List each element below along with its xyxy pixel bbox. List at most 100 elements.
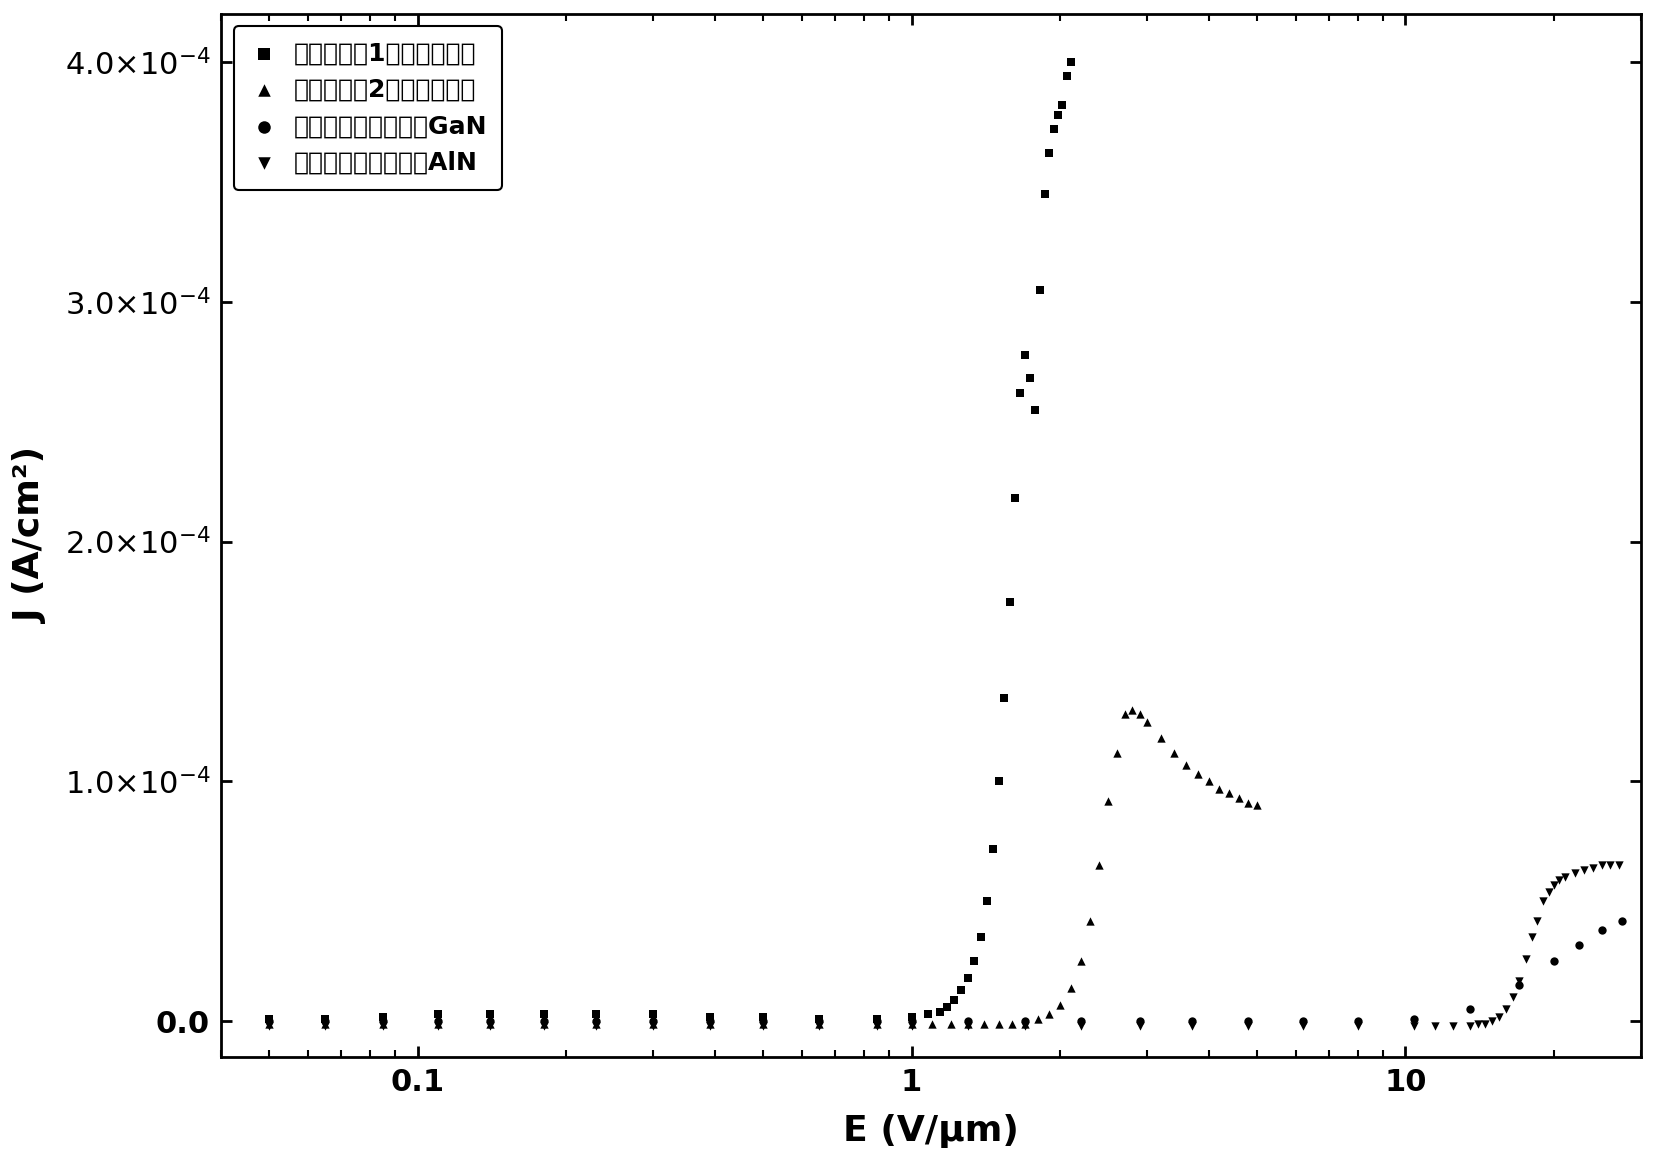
采取实施例2制备的混合相 <box>477 1014 503 1033</box>
未采用本发明制备的AlN <box>1536 882 1562 901</box>
采取实施例2制备的混合相 <box>313 1014 339 1033</box>
采取实施例2制备的混合相 <box>1077 911 1104 930</box>
未采用本发明制备的GaN <box>583 1012 609 1031</box>
未采用本发明制备的AlN <box>899 1017 925 1035</box>
采取实施例2制备的混合相 <box>1195 773 1221 791</box>
采取实施例2制备的混合相 <box>1000 1014 1026 1033</box>
未采用本发明制备的AlN <box>1067 1017 1094 1035</box>
Legend: 采取实施例1制备的混合相, 采取实施例2制备的混合相, 未采用本发明制备的GaN, 未采用本发明制备的AlN: 采取实施例1制备的混合相, 采取实施例2制备的混合相, 未采用本发明制备的GaN… <box>233 27 501 189</box>
未采用本发明制备的AlN <box>1440 1017 1466 1035</box>
未采用本发明制备的AlN <box>697 1017 723 1035</box>
未采用本发明制备的GaN <box>806 1012 832 1031</box>
采取实施例1制备的混合相 <box>583 1005 609 1024</box>
未采用本发明制备的AlN <box>1518 928 1544 947</box>
采取实施例2制备的混合相 <box>970 1014 996 1033</box>
采取实施例1制备的混合相 <box>697 1007 723 1026</box>
未采用本发明制备的GaN <box>864 1012 890 1031</box>
未采用本发明制备的GaN <box>955 1012 981 1031</box>
未采用本发明制备的AlN <box>1127 1017 1154 1035</box>
采取实施例2制备的混合相 <box>1058 978 1084 997</box>
未采用本发明制备的GaN <box>1344 1012 1370 1031</box>
未采用本发明制备的AlN <box>1344 1017 1370 1035</box>
未采用本发明制备的AlN <box>1581 859 1607 877</box>
采取实施例2制备的混合相 <box>1185 765 1211 783</box>
采取实施例2制备的混合相 <box>1149 729 1175 747</box>
未采用本发明制备的AlN <box>1524 911 1551 930</box>
采取实施例2制备的混合相 <box>1206 780 1233 798</box>
采取实施例1制备的混合相 <box>968 928 995 947</box>
未采用本发明制备的AlN <box>750 1017 776 1035</box>
未采用本发明制备的AlN <box>1456 1017 1483 1035</box>
采取实施例2制备的混合相 <box>1067 952 1094 970</box>
采取实施例2制备的混合相 <box>1013 1014 1039 1033</box>
未采用本发明制备的GaN <box>1178 1012 1205 1031</box>
采取实施例2制备的混合相 <box>640 1014 667 1033</box>
采取实施例2制备的混合相 <box>1024 1010 1051 1028</box>
采取实施例1制备的混合相 <box>955 969 981 988</box>
未采用本发明制备的GaN <box>899 1012 925 1031</box>
未采用本发明制备的AlN <box>257 1017 283 1035</box>
采取实施例1制备的混合相 <box>425 1005 452 1024</box>
采取实施例1制备的混合相 <box>948 981 975 999</box>
未采用本发明制备的AlN <box>1551 868 1577 887</box>
采取实施例1制备的混合相 <box>477 1005 503 1024</box>
采取实施例1制备的混合相 <box>531 1005 558 1024</box>
采取实施例2制备的混合相 <box>806 1014 832 1033</box>
采取实施例1制备的混合相 <box>1031 185 1058 203</box>
未采用本发明制备的AlN <box>1235 1017 1261 1035</box>
采取实施例1制备的混合相 <box>1026 280 1053 299</box>
未采用本发明制备的AlN <box>1422 1017 1448 1035</box>
未采用本发明制备的AlN <box>313 1017 339 1035</box>
采取实施例2制备的混合相 <box>1119 701 1145 719</box>
采取实施例1制备的混合相 <box>313 1010 339 1028</box>
未采用本发明制备的AlN <box>1605 856 1632 875</box>
未采用本发明制备的AlN <box>1400 1017 1427 1035</box>
未采用本发明制备的AlN <box>1178 1017 1205 1035</box>
未采用本发明制备的AlN <box>1471 1014 1498 1033</box>
采取实施例1制备的混合相 <box>1013 345 1039 364</box>
采取实施例1制备的混合相 <box>1053 67 1079 86</box>
未采用本发明制备的AlN <box>640 1017 667 1035</box>
采取实施例2制备的混合相 <box>1096 791 1122 810</box>
采取实施例1制备的混合相 <box>991 688 1018 706</box>
采取实施例2制备的混合相 <box>955 1014 981 1033</box>
未采用本发明制备的AlN <box>1571 861 1597 880</box>
采取实施例1制备的混合相 <box>973 892 1000 911</box>
采取实施例2制备的混合相 <box>369 1014 396 1033</box>
采取实施例2制备的混合相 <box>1086 856 1112 875</box>
未采用本发明制备的AlN <box>369 1017 396 1035</box>
采取实施例2制备的混合相 <box>919 1014 945 1033</box>
未采用本发明制备的GaN <box>1013 1012 1039 1031</box>
采取实施例2制备的混合相 <box>1160 744 1187 762</box>
未采用本发明制备的AlN <box>425 1017 452 1035</box>
采取实施例1制备的混合相 <box>750 1007 776 1026</box>
未采用本发明制备的GaN <box>1235 1012 1261 1031</box>
采取实施例1制备的混合相 <box>1006 383 1033 402</box>
采取实施例2制备的混合相 <box>1127 705 1154 724</box>
采取实施例1制备的混合相 <box>1001 489 1028 508</box>
未采用本发明制备的GaN <box>313 1012 339 1031</box>
未采用本发明制备的GaN <box>1506 976 1533 995</box>
采取实施例1制备的混合相 <box>257 1010 283 1028</box>
未采用本发明制备的AlN <box>1486 1007 1513 1026</box>
未采用本发明制备的GaN <box>1289 1012 1316 1031</box>
未采用本发明制备的GaN <box>369 1012 396 1031</box>
采取实施例1制备的混合相 <box>1044 106 1071 124</box>
未采用本发明制备的AlN <box>1561 863 1587 882</box>
采取实施例1制备的混合相 <box>1018 370 1044 388</box>
未采用本发明制备的AlN <box>1465 1014 1491 1033</box>
采取实施例1制备的混合相 <box>806 1010 832 1028</box>
未采用本发明制备的AlN <box>477 1017 503 1035</box>
未采用本发明制备的GaN <box>1541 952 1567 970</box>
未采用本发明制备的AlN <box>806 1017 832 1035</box>
未采用本发明制备的GaN <box>257 1012 283 1031</box>
采取实施例2制备的混合相 <box>1134 712 1160 731</box>
采取实施例1制备的混合相 <box>980 839 1006 858</box>
采取实施例1制备的混合相 <box>962 952 988 970</box>
未采用本发明制备的GaN <box>1400 1010 1427 1028</box>
未采用本发明制备的AlN <box>1546 870 1572 889</box>
采取实施例1制备的混合相 <box>915 1005 942 1024</box>
采取实施例1制备的混合相 <box>927 1003 953 1021</box>
采取实施例1制备的混合相 <box>864 1010 890 1028</box>
未采用本发明制备的AlN <box>955 1017 981 1035</box>
